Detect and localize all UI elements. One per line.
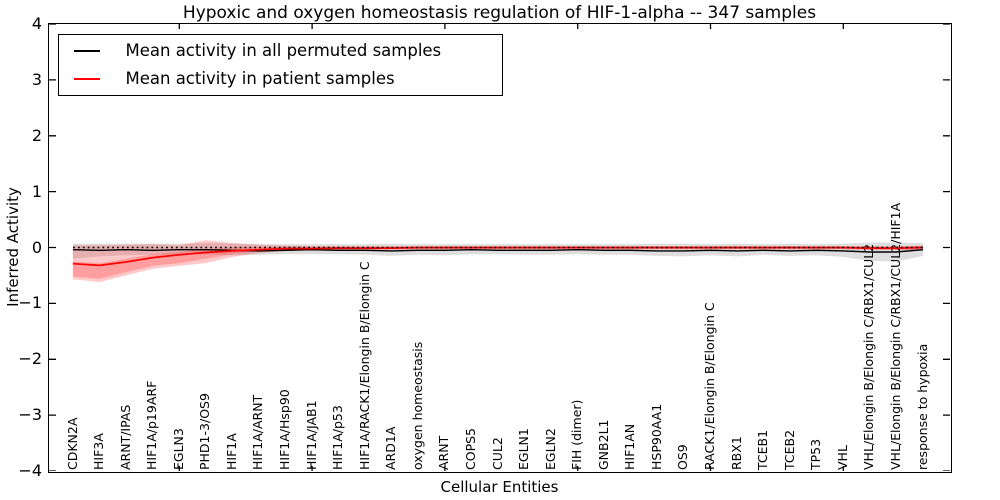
y-tick-label: 3 bbox=[31, 69, 42, 89]
y-tick-label: 4 bbox=[31, 14, 42, 33]
legend-line-permuted-icon bbox=[73, 49, 100, 52]
band-patient-samples-range-inner bbox=[72, 245, 923, 279]
axis-ticks bbox=[48, 23, 950, 471]
legend-entry-patient: Mean activity in patient samples bbox=[59, 65, 502, 93]
y-tick-label: −3 bbox=[18, 405, 42, 425]
permuted-mean-line bbox=[72, 248, 923, 253]
y-tick-label: 1 bbox=[31, 181, 42, 201]
chart-title: Hypoxic and oxygen homeostasis regulatio… bbox=[182, 3, 817, 23]
plot-area: CDKN2A HIF3A ARNT/IPAS HIF1A/p19ARF EGLN3 PHD… bbox=[47, 22, 952, 473]
y-tick-label: −2 bbox=[18, 349, 42, 369]
y-tick-label: 0 bbox=[31, 237, 42, 257]
y-tick-label: −4 bbox=[18, 461, 42, 480]
legend-entry-permuted: Mean activity in all permuted samples bbox=[59, 37, 502, 65]
x-axis-label: Cellular Entities bbox=[440, 478, 559, 496]
legend-line-patient-icon bbox=[73, 77, 100, 80]
legend-label-patient: Mean activity in patient samples bbox=[125, 69, 395, 88]
chart-canvas bbox=[48, 23, 950, 471]
legend-label-permuted: Mean activity in all permuted samples bbox=[125, 41, 442, 60]
patient-mean-line bbox=[72, 246, 923, 266]
legend: Mean activity in all permuted samples Me… bbox=[57, 33, 503, 96]
y-tick-label: 2 bbox=[31, 125, 42, 145]
y-tick-label: −1 bbox=[18, 293, 42, 313]
